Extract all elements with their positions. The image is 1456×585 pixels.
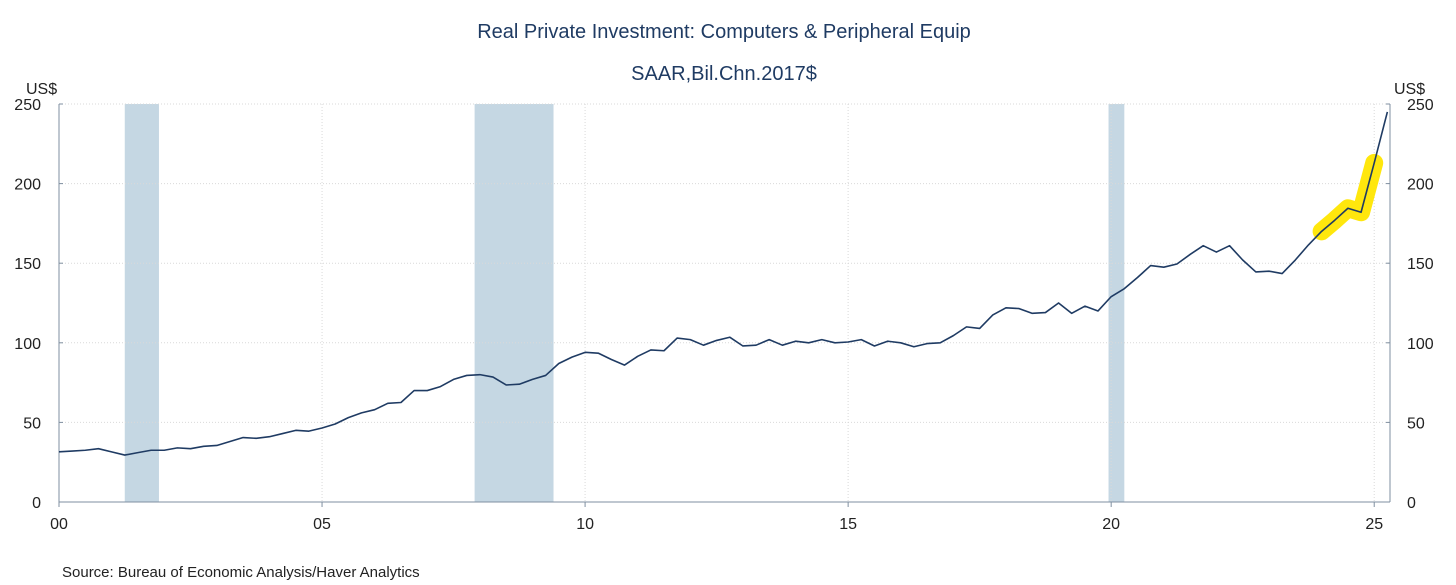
y-tick-label-right-200: 200 (1407, 177, 1434, 194)
y-tick-label-left-100: 100 (14, 336, 41, 353)
y-axis-unit-left: US$ (26, 81, 57, 98)
recession-band-2 (474, 104, 554, 502)
y-axis-unit-right: US$ (1394, 81, 1425, 98)
x-tick-label-20: 20 (1102, 516, 1120, 533)
x-tick-label-25: 25 (1365, 516, 1383, 533)
y-tick-label-left-150: 150 (14, 256, 41, 273)
chart-subtitle: SAAR,Bil.Chn.2017$ (631, 63, 817, 85)
x-tick-label-00: 00 (50, 516, 68, 533)
recession-band-1 (124, 104, 159, 502)
x-tick-label-05: 05 (313, 516, 331, 533)
series-line (58, 111, 1389, 456)
y-tick-label-left-200: 200 (14, 177, 41, 194)
y-tick-label-left-0: 0 (32, 495, 41, 512)
recession-bands (124, 104, 1125, 502)
x-tick-label-15: 15 (839, 516, 857, 533)
axes (58, 103, 1391, 507)
y-tick-label-right-250: 250 (1407, 97, 1434, 114)
x-tick-label-10: 10 (576, 516, 594, 533)
y-tick-label-left-50: 50 (23, 415, 41, 432)
y-tick-label-right-0: 0 (1407, 495, 1416, 512)
y-tick-label-left-250: 250 (14, 97, 41, 114)
series-layer (58, 111, 1389, 456)
y-tick-label-right-50: 50 (1407, 415, 1425, 432)
y-tick-label-right-100: 100 (1407, 336, 1434, 353)
chart-title: Real Private Investment: Computers & Per… (477, 21, 971, 43)
source-note: Source: Bureau of Economic Analysis/Have… (62, 564, 420, 581)
y-tick-label-right-150: 150 (1407, 256, 1434, 273)
recession-band-3 (1108, 104, 1125, 502)
